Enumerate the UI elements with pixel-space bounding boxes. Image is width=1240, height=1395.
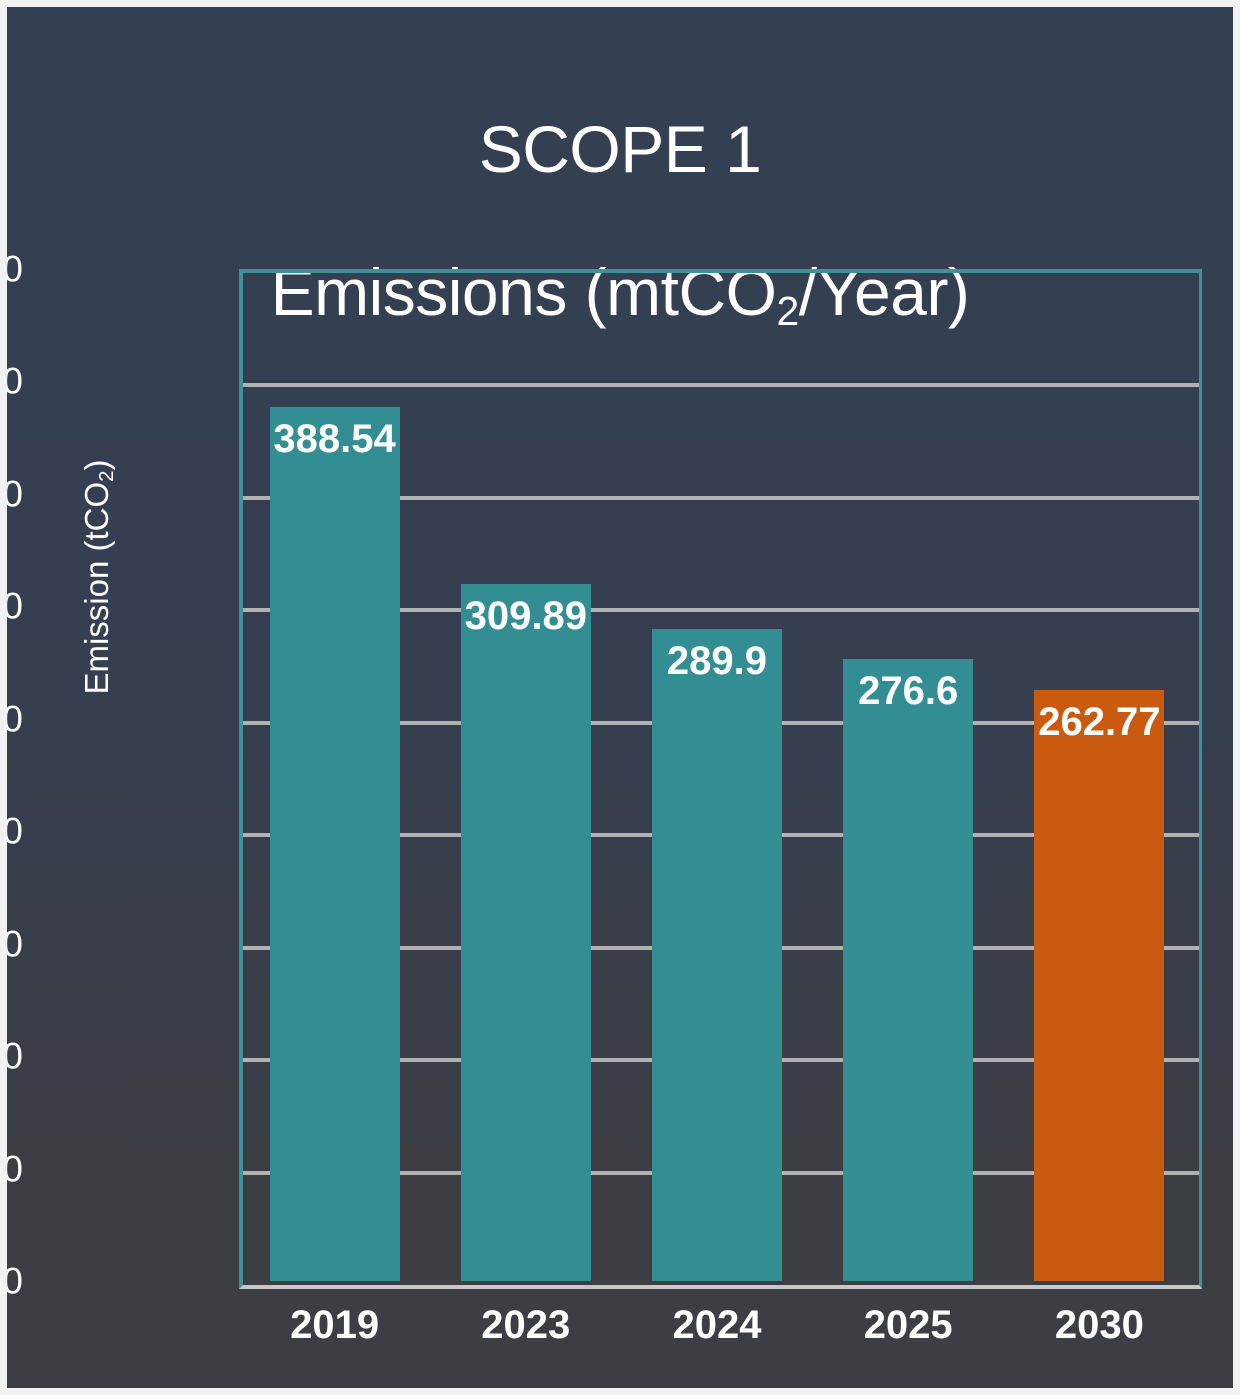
- chart-title-line-2-prefix: Emissions (mtCO: [270, 254, 777, 329]
- y-axis-tick-label: 0: [2, 1260, 23, 1302]
- bar-2024[interactable]: 289.9: [651, 629, 782, 1281]
- bar-slot: 262.77: [1004, 269, 1195, 1281]
- bar-slot: 289.9: [621, 269, 812, 1281]
- chart-title: SCOPE 1 Emissions (mtCO2/Year): [7, 43, 1233, 399]
- y-axis-tick-label: 100: [2, 1035, 23, 1077]
- x-axis-tick-label-2019: 2019: [290, 1303, 380, 1347]
- bar-series: 388.54 309.89 289.9 276.6 262.77: [239, 269, 1195, 1281]
- y-axis-tick-label: 150: [2, 923, 23, 965]
- chart-title-line-2: Emissions (mtCO2/Year): [7, 254, 1233, 333]
- y-axis-tick-label: 300: [2, 585, 23, 627]
- bar-slot: 309.89: [430, 269, 621, 1281]
- gridline: [243, 608, 1199, 613]
- bar-2023[interactable]: 309.89: [460, 584, 591, 1281]
- bar-2025[interactable]: 276.6: [843, 658, 974, 1281]
- y-axis-tick-label: 50: [2, 1148, 23, 1190]
- x-axis-tick-label-2030: 2030: [1054, 1303, 1144, 1347]
- y-axis-tick-labels: 450400350300250200150100500: [7, 7, 239, 1388]
- y-axis-tick-label: 200: [2, 810, 23, 852]
- bar-slot: 388.54: [239, 269, 430, 1281]
- bar-value-label: 276.6: [858, 668, 959, 713]
- bar-value-label: 309.89: [464, 594, 587, 639]
- x-axis-tick-label-2025: 2025: [863, 1303, 953, 1347]
- chart-title-line-2-suffix: /Year): [798, 254, 970, 329]
- chart-title-line-1: SCOPE 1: [478, 112, 762, 187]
- bar-slot: 276.6: [813, 269, 1004, 1281]
- x-axis-tick-label-2024: 2024: [672, 1303, 762, 1347]
- bar-2019[interactable]: 388.54: [269, 407, 400, 1281]
- y-axis-tick-label: 350: [2, 473, 23, 515]
- bar-2030[interactable]: 262.77: [1034, 690, 1165, 1281]
- x-axis-tick-labels: 2019 2023 2024 2025 2030: [239, 1305, 1195, 1365]
- bar-value-label: 262.77: [1038, 700, 1161, 745]
- chart-title-subscript: 2: [776, 287, 799, 334]
- bar-value-label: 289.9: [666, 639, 768, 684]
- y-axis-tick-label: 400: [2, 360, 23, 402]
- gridline: [243, 495, 1199, 500]
- bar-value-label: 388.54: [273, 417, 396, 462]
- y-axis-tick-label: 250: [2, 698, 23, 740]
- gridline: [243, 383, 1199, 388]
- x-axis-tick-label-2023: 2023: [481, 1303, 571, 1347]
- y-axis-tick-label: 450: [2, 248, 23, 290]
